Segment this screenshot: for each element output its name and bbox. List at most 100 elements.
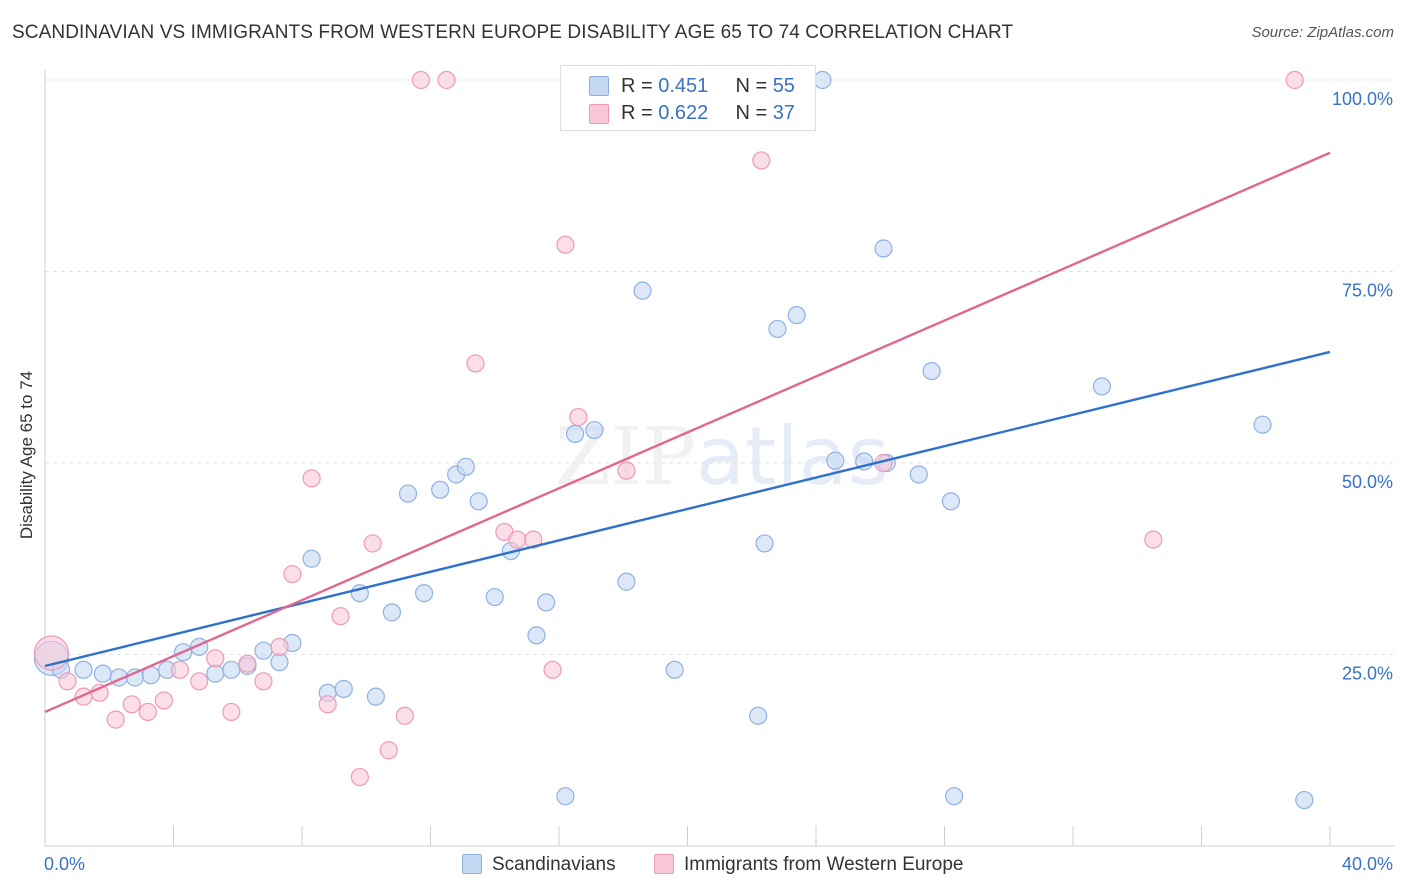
data-point-s0-54 (1295, 790, 1314, 810)
data-point-s1-12 (238, 654, 257, 673)
r-label: R = (621, 102, 659, 124)
data-point-s1-24 (437, 70, 456, 90)
data-point-s0-35 (617, 572, 636, 591)
data-point-s1-18 (331, 607, 350, 626)
y-axis-label: Disability Age 65 to 74 (17, 370, 36, 540)
chart-title: SCANDINAVIAN VS IMMIGRANTS FROM WESTERN … (12, 22, 1014, 43)
stats-row-immigrants: R = 0.622 N = 37 (621, 102, 795, 130)
data-point-s1-20 (363, 534, 382, 553)
data-point-s1-33 (752, 151, 771, 170)
data-point-s0-44 (826, 451, 845, 470)
data-point-s0-2 (74, 660, 93, 679)
data-point-s0-52 (1092, 377, 1112, 396)
data-point-s0-13 (254, 641, 273, 660)
data-point-s1-14 (270, 637, 289, 656)
data-point-s0-41 (768, 319, 787, 339)
grid-lines (45, 79, 1395, 655)
data-point-s0-21 (382, 603, 402, 622)
y-tick-label-2: 75.0% (1342, 281, 1393, 301)
tick-labels: 25.0% 50.0% 75.0% 100.0% 0.0% 40.0% (44, 89, 1393, 874)
data-point-s1-25 (466, 354, 485, 373)
data-point-s1-30 (556, 235, 575, 254)
data-point-s0-18 (334, 679, 353, 699)
data-point-s0-10 (206, 664, 225, 683)
data-point-s1-35 (1144, 530, 1163, 549)
r-value: 0.622 (658, 102, 709, 124)
data-point-s0-43 (813, 70, 832, 90)
data-point-s0-39 (749, 706, 768, 725)
data-point-s0-53 (1253, 415, 1272, 434)
data-point-s1-21 (379, 741, 398, 760)
source-credit: Source: ZipAtlas.com (1251, 24, 1394, 41)
stats-legend: R = 0.451 N = 55 R = 0.622 N = 37 (560, 65, 816, 131)
data-point-s1-6 (138, 702, 157, 722)
data-point-s1-22 (395, 706, 414, 725)
data-point-s1-11 (222, 702, 241, 722)
data-point-s1-7 (154, 691, 173, 710)
data-point-s0-34 (585, 420, 604, 440)
data-point-s0-50 (941, 492, 961, 511)
data-point-s0-42 (787, 306, 806, 325)
data-point-s0-30 (527, 626, 546, 645)
data-point-s0-37 (665, 660, 684, 679)
data-point-s1-29 (543, 660, 562, 679)
axes (44, 70, 1395, 847)
data-point-s1-10 (206, 649, 225, 668)
series-immigrants-points (33, 70, 1304, 787)
n-label: N = (735, 75, 773, 97)
data-point-s1-27 (508, 530, 527, 549)
data-point-s0-32 (556, 787, 575, 806)
data-point-s0-33 (565, 424, 585, 443)
data-point-s1-31 (569, 407, 588, 427)
data-point-s0-51 (945, 787, 964, 806)
data-point-s0-11 (222, 660, 241, 679)
data-point-s1-15 (283, 564, 302, 584)
data-point-s0-26 (456, 457, 475, 476)
legend-swatch-immigrants (654, 854, 674, 874)
x-tick-label-1: 40.0% (1342, 854, 1393, 874)
data-point-s1-19 (350, 767, 369, 787)
data-point-s0-36 (633, 281, 652, 300)
legend-swatch-blue (589, 76, 609, 96)
data-point-s1-36 (1285, 70, 1304, 90)
y-tick-label-3: 100.0% (1332, 89, 1393, 109)
data-point-s1-8 (170, 660, 190, 679)
data-point-s0-22 (398, 484, 418, 503)
data-point-s1-28 (524, 530, 543, 549)
data-point-s0-16 (302, 549, 321, 568)
data-point-s0-49 (922, 361, 941, 381)
r-value: 0.451 (658, 75, 709, 97)
data-point-s0-28 (485, 587, 504, 607)
data-point-s1-32 (617, 461, 636, 480)
data-point-s0-20 (366, 687, 385, 706)
n-value: 37 (772, 102, 795, 124)
x-tick-label-0: 0.0% (44, 854, 85, 874)
data-point-s0-31 (537, 593, 556, 612)
legend-swatch-pink (589, 104, 609, 124)
y-tick-label-1: 50.0% (1342, 472, 1393, 492)
data-point-s0-27 (469, 492, 488, 511)
trend-line-s1 (44, 151, 1331, 714)
data-point-s1-9 (190, 672, 209, 691)
data-point-s1-4 (106, 710, 125, 729)
data-point-s0-3 (93, 664, 112, 683)
data-point-s0-40 (755, 534, 774, 553)
data-point-s0-24 (431, 480, 450, 499)
data-point-s1-17 (318, 695, 337, 714)
trend-line-s0 (44, 350, 1331, 668)
stats-row-scandinavians: R = 0.451 N = 55 (621, 75, 795, 103)
legend-label-scandinavians: Scandinavians (492, 854, 616, 875)
data-point-s0-23 (414, 584, 434, 603)
series-scandinavians-points (33, 70, 1314, 810)
legend-swatch-scandinavians (462, 854, 482, 874)
data-point-s1-16 (302, 469, 321, 488)
data-point-s0-14 (270, 653, 289, 672)
series-legend: Scandinavians Immigrants from Western Eu… (0, 852, 1406, 878)
data-point-s0-46 (874, 239, 893, 258)
y-tick-label-0: 25.0% (1342, 664, 1393, 684)
n-label: N = (735, 102, 773, 124)
legend-label-immigrants: Immigrants from Western Europe (684, 854, 964, 875)
data-point-s1-13 (254, 672, 273, 691)
n-value: 55 (772, 75, 795, 97)
